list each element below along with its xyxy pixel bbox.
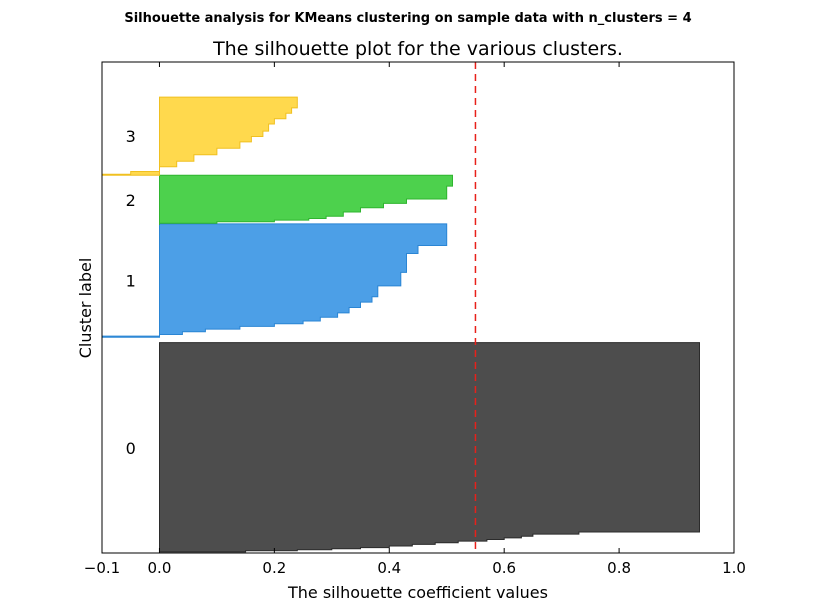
cluster-labels: 0 1 2 3	[126, 127, 136, 458]
figure-suptitle: Silhouette analysis for KMeans clusterin…	[124, 11, 691, 26]
cluster-1-label: 1	[126, 272, 136, 291]
plot-area: 0 1 2 3 −0.1 0.0 0.2 0.4 0.6 0.8 1.0	[84, 61, 746, 577]
cluster-3-silhouette-fill	[101, 96, 298, 176]
x-tick-label: 0.4	[377, 559, 401, 577]
x-tick-label: 0.0	[148, 559, 172, 577]
x-tick-label: 0.8	[607, 559, 631, 577]
x-axis-ticks: −0.1 0.0 0.2 0.4 0.6 0.8 1.0	[84, 62, 746, 577]
cluster-0-label: 0	[126, 439, 136, 458]
x-tick-label: 1.0	[722, 559, 746, 577]
plot-frame	[101, 61, 735, 554]
cluster-0-silhouette-fill	[159, 342, 700, 553]
cluster-2-label: 2	[126, 191, 136, 210]
x-tick-label: 0.2	[262, 559, 286, 577]
cluster-3-label: 3	[126, 127, 136, 146]
chart-title: The silhouette plot for the various clus…	[212, 38, 623, 60]
cluster-2-silhouette-fill	[159, 174, 453, 225]
x-axis-label: The silhouette coefficient values	[287, 583, 548, 602]
cluster-fills	[101, 96, 700, 553]
x-tick-label: 0.6	[492, 559, 516, 577]
x-tick-label: −0.1	[84, 559, 120, 577]
y-axis-label: Cluster label	[76, 258, 95, 359]
cluster-1-silhouette-fill	[101, 223, 448, 338]
